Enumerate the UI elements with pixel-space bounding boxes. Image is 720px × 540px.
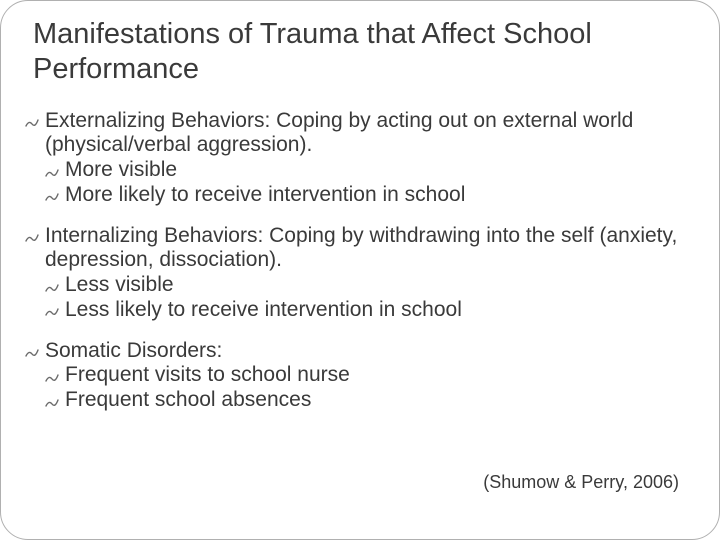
section-somatic: Somatic Disorders: Frequent visits to sc… (25, 339, 701, 413)
section-heading: Internalizing Behaviors: Coping by withd… (25, 224, 701, 274)
swoosh-bullet-icon (45, 168, 59, 178)
list-item: Less likely to receive intervention in s… (45, 298, 701, 323)
section-items: More visible More likely to receive inte… (25, 158, 701, 208)
section-heading-text: Internalizing Behaviors: Coping by withd… (45, 224, 677, 272)
section-heading-text: Somatic Disorders: (45, 339, 222, 362)
section-heading-text: Externalizing Behaviors: Coping by actin… (45, 109, 633, 157)
list-item-text: Less visible (65, 273, 174, 296)
list-item: More visible (45, 158, 701, 183)
list-item-text: More likely to receive intervention in s… (65, 183, 465, 206)
section-items: Less visible Less likely to receive inte… (25, 273, 701, 323)
section-heading: Externalizing Behaviors: Coping by actin… (25, 109, 701, 159)
list-item: Less visible (45, 273, 701, 298)
slide-title: Manifestations of Trauma that Affect Sch… (25, 17, 701, 87)
section-items: Frequent visits to school nurse Frequent… (25, 363, 701, 413)
list-item: Frequent visits to school nurse (45, 363, 701, 388)
list-item: Frequent school absences (45, 388, 701, 413)
swoosh-bullet-icon (25, 233, 39, 243)
swoosh-bullet-icon (45, 192, 59, 202)
list-item-text: More visible (65, 158, 177, 181)
slide-frame: Manifestations of Trauma that Affect Sch… (0, 0, 720, 540)
citation: (Shumow & Perry, 2006) (483, 472, 679, 493)
swoosh-bullet-icon (45, 307, 59, 317)
swoosh-bullet-icon (25, 118, 39, 128)
swoosh-bullet-icon (45, 283, 59, 293)
section-heading: Somatic Disorders: (25, 339, 701, 364)
list-item-text: Frequent school absences (65, 388, 311, 411)
swoosh-bullet-icon (45, 398, 59, 408)
swoosh-bullet-icon (25, 348, 39, 358)
list-item-text: Frequent visits to school nurse (65, 363, 350, 386)
section-externalizing: Externalizing Behaviors: Coping by actin… (25, 109, 701, 208)
list-item: More likely to receive intervention in s… (45, 183, 701, 208)
swoosh-bullet-icon (45, 373, 59, 383)
section-internalizing: Internalizing Behaviors: Coping by withd… (25, 224, 701, 323)
list-item-text: Less likely to receive intervention in s… (65, 298, 462, 321)
